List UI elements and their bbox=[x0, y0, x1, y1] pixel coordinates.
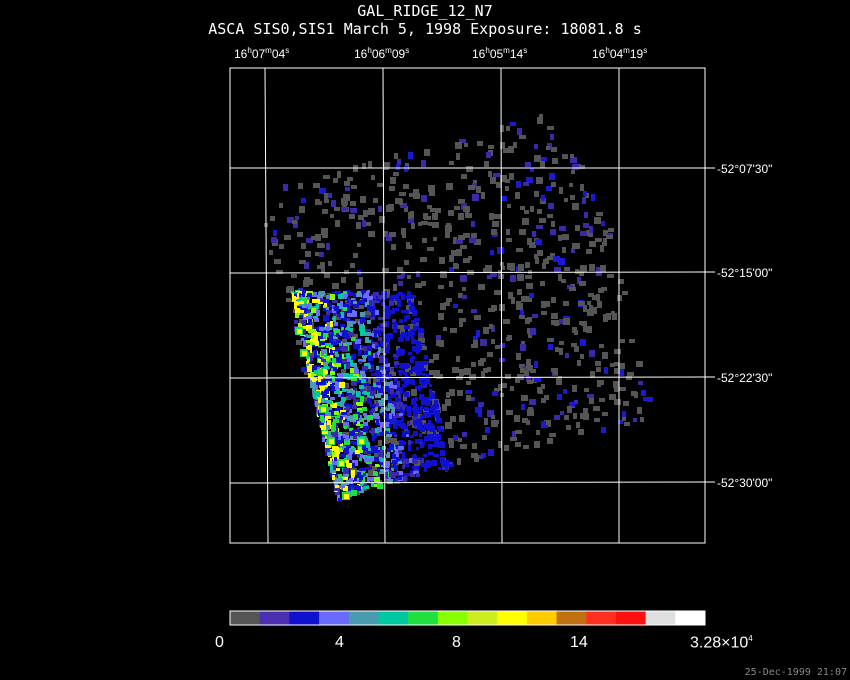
colorbar-swatch bbox=[437, 611, 468, 625]
colorbar-label-0: 0 bbox=[215, 634, 224, 651]
colorbar-swatch bbox=[526, 611, 558, 625]
colorbar-swatch bbox=[586, 611, 617, 625]
colorbar-swatch bbox=[497, 611, 528, 625]
colorbar-label-8: 8 bbox=[452, 634, 461, 651]
colorbar-label-4: 4 bbox=[335, 634, 344, 651]
timestamp: 25-Dec-1999 21:07 bbox=[744, 667, 847, 678]
colorbar-swatch bbox=[408, 611, 439, 625]
coordinate-grid bbox=[229, 67, 715, 544]
ra-label-2: 16h06m09s bbox=[354, 46, 410, 61]
colorbar-swatch bbox=[348, 611, 379, 625]
colorbar-label-14: 14 bbox=[570, 634, 588, 651]
colorbar-swatch bbox=[615, 611, 647, 625]
ra-label-4: 16h04m19s bbox=[592, 46, 648, 61]
colorbar-swatch bbox=[556, 611, 587, 625]
ra-label-3: 16h05m14s bbox=[472, 46, 528, 61]
emission-pixels bbox=[264, 114, 653, 502]
colorbar-swatch bbox=[230, 611, 261, 625]
colorbar-label-max: 3.28×104 bbox=[690, 634, 753, 652]
dec-label-4: -52°30'00" bbox=[717, 476, 773, 490]
colorbar-swatch bbox=[378, 611, 409, 625]
ra-label-1: 16h07m04s bbox=[234, 46, 290, 61]
colorbar-swatch bbox=[467, 611, 498, 625]
colorbar-frame bbox=[229, 610, 706, 626]
dec-label-3: -52°22'30" bbox=[717, 371, 773, 385]
colorbar-swatch bbox=[645, 611, 676, 625]
colorbar-swatch bbox=[289, 611, 320, 625]
colorbar-swatch bbox=[259, 611, 290, 625]
image-title: GAL_RIDGE_12_N7 bbox=[357, 2, 493, 20]
plot-frame bbox=[229, 67, 706, 544]
colorbar-swatch bbox=[319, 611, 350, 625]
colorbar-swatch bbox=[675, 611, 706, 625]
image-subtitle: ASCA SIS0,SIS1 March 5, 1998 Exposure: 1… bbox=[208, 20, 642, 38]
dec-label-1: -52°07'30" bbox=[717, 162, 773, 176]
dec-label-2: -52°15'00" bbox=[717, 266, 773, 280]
